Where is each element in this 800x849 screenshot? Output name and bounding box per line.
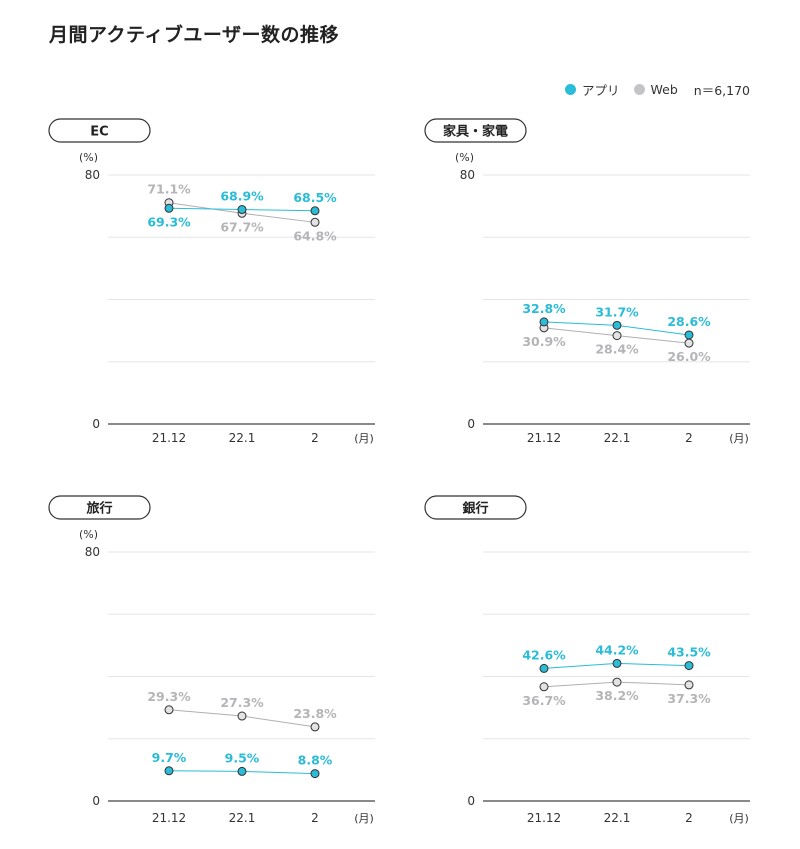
y-tick-label: 0 (467, 794, 475, 808)
data-label-app: 68.5% (293, 190, 337, 205)
legend-app-swatch-icon (565, 84, 576, 95)
x-tick-label: 22.1 (229, 811, 256, 825)
data-label-app: 9.5% (225, 750, 260, 765)
data-point-app (612, 658, 622, 668)
data-label-app: 32.8% (522, 301, 566, 316)
x-axis-unit: (月) (729, 812, 749, 825)
data-label-web: 36.7% (522, 693, 566, 708)
chart-panel-3: 旅行 (%) 80 0 21.12 22.1 2 (月) 29.3% 27.3% 23.8% 9.7%… (48, 495, 375, 825)
data-label-app: 68.9% (220, 189, 264, 204)
x-axis-unit: (月) (354, 812, 374, 825)
x-axis-unit: (月) (354, 432, 374, 445)
data-label-app: 8.8% (298, 753, 333, 768)
data-point-web (612, 331, 622, 341)
y-tick-label: 80 (460, 168, 475, 182)
data-label-web: 23.8% (293, 706, 337, 721)
x-tick-label: 22.1 (604, 431, 631, 445)
chart-title-pill (424, 495, 527, 520)
data-point-app (684, 661, 694, 671)
chart-title-pill (48, 495, 151, 520)
data-point-web (164, 705, 174, 715)
legend: アプリ Web n＝6,170 (565, 80, 750, 99)
data-point-web (310, 217, 320, 227)
x-tick-label: 2 (311, 431, 319, 445)
y-axis-unit: (%) (455, 151, 474, 164)
data-point-app (539, 663, 549, 673)
chart-title: 旅行 (86, 501, 112, 517)
x-tick-label: 21.12 (527, 811, 561, 825)
x-tick-label: 21.12 (527, 431, 561, 445)
chart-panel-4: 銀行 0 21.12 22.1 2 (月) 36.7% 38.2% 37.3% 42.6% 44.2… (424, 495, 750, 825)
data-point-app (164, 766, 174, 776)
data-point-app (310, 206, 320, 216)
data-label-web: 67.7% (220, 219, 264, 234)
legend-item-app: アプリ (565, 80, 620, 99)
chart-title: 家具・家電 (443, 124, 508, 140)
legend-web-label: Web (650, 82, 678, 97)
legend-item-web: Web (633, 82, 678, 97)
data-label-web: 37.3% (667, 691, 711, 706)
data-point-web (237, 711, 247, 721)
data-point-web (612, 677, 622, 687)
data-label-app: 69.3% (147, 214, 191, 229)
x-tick-label: 21.12 (152, 431, 186, 445)
y-tick-label: 0 (92, 417, 100, 431)
data-point-web (310, 722, 320, 732)
data-label-web: 26.0% (667, 349, 711, 364)
y-axis-unit: (%) (79, 151, 98, 164)
data-label-app: 43.5% (667, 645, 711, 660)
y-axis-unit: (%) (79, 528, 98, 541)
data-point-web (684, 338, 694, 348)
x-axis-unit: (月) (729, 432, 749, 445)
y-tick-label: 80 (85, 545, 100, 559)
data-label-app: 44.2% (595, 642, 639, 657)
data-label-web: 30.9% (522, 334, 566, 349)
data-label-web: 64.8% (293, 228, 337, 243)
data-label-app: 42.6% (522, 647, 566, 662)
data-point-app (684, 330, 694, 340)
data-point-app (164, 203, 174, 213)
data-label-app: 28.6% (667, 314, 711, 329)
legend-web-swatch-icon (633, 84, 645, 95)
data-label-app: 9.7% (152, 750, 187, 765)
y-tick-label: 0 (92, 794, 100, 808)
chart-title-pill (48, 118, 151, 143)
page-title: 月間アクティブユーザー数の推移 (49, 24, 340, 46)
chart-panel-1: EC (%) 80 0 21.12 22.1 2 (月) 71.1% 67.7% 64.8% 69.3… (48, 118, 375, 445)
chart-panel-2: 家具・家電 (%) 80 0 21.12 22.1 2 (月) 30.9% 28.4% 26.0% 3… (424, 118, 750, 445)
data-point-app (237, 205, 247, 215)
x-tick-label: 2 (311, 811, 319, 825)
data-point-app (539, 317, 549, 327)
x-tick-label: 21.12 (152, 811, 186, 825)
y-tick-label: 80 (85, 168, 100, 182)
data-label-app: 31.7% (595, 304, 639, 319)
data-label-web: 38.2% (595, 688, 639, 703)
data-label-web: 29.3% (147, 689, 191, 704)
data-label-web: 27.3% (220, 695, 264, 710)
x-tick-label: 2 (685, 811, 693, 825)
data-point-web (539, 682, 549, 692)
data-point-app (612, 320, 622, 330)
chart-title-pill (424, 118, 527, 143)
data-label-web: 71.1% (147, 182, 191, 197)
data-label-web: 28.4% (595, 342, 639, 357)
legend-app-label: アプリ (582, 83, 620, 98)
data-point-app (237, 766, 247, 776)
chart-title: EC (90, 125, 108, 140)
y-tick-label: 0 (467, 417, 475, 431)
sample-size: n＝6,170 (693, 83, 750, 98)
x-tick-label: 2 (685, 431, 693, 445)
x-tick-label: 22.1 (229, 431, 256, 445)
data-point-web (684, 680, 694, 690)
chart-title: 銀行 (462, 501, 488, 517)
data-point-app (310, 769, 320, 779)
x-tick-label: 22.1 (604, 811, 631, 825)
